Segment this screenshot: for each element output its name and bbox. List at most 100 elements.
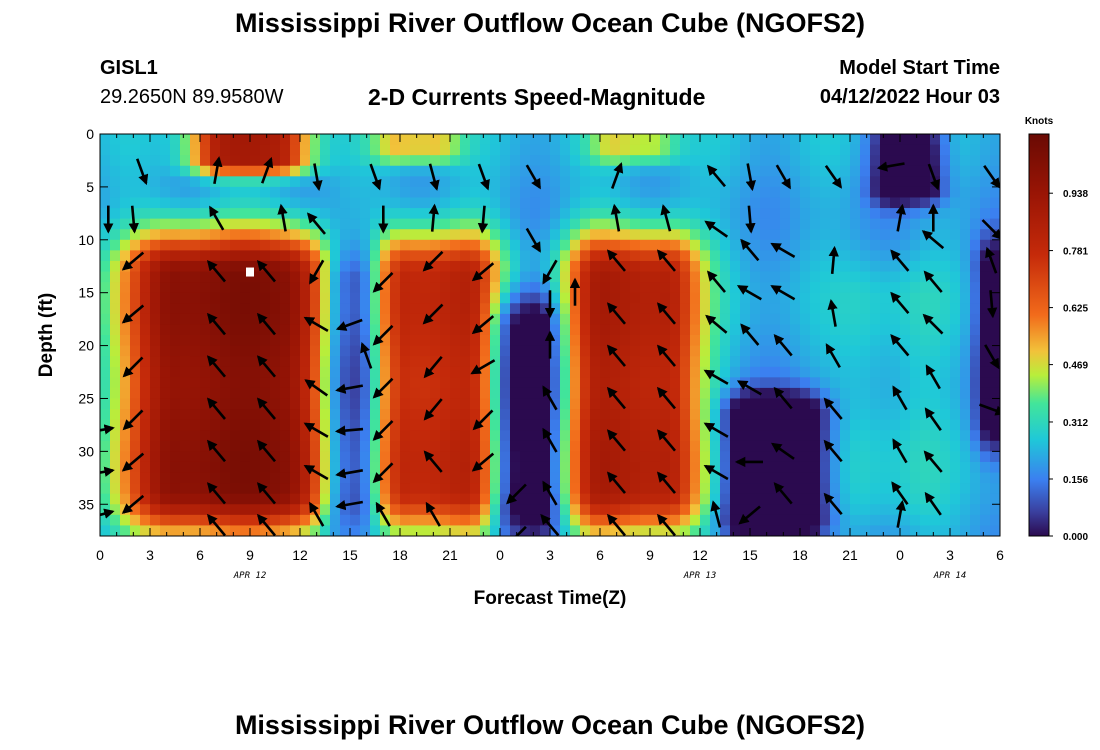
heat-cell [660, 313, 671, 326]
heat-cell [320, 398, 331, 410]
current-vector [921, 230, 945, 250]
heat-cell [270, 155, 281, 167]
current-vector [890, 334, 910, 357]
heat-cell [310, 398, 321, 410]
heat-cell [850, 387, 861, 400]
heat-cell [570, 208, 581, 220]
heat-cell [400, 250, 411, 262]
heat-cell [910, 176, 921, 188]
heat-cell [330, 514, 341, 527]
heat-cell [860, 472, 871, 484]
heat-cell [630, 493, 641, 505]
heat-cell [990, 282, 1000, 294]
heat-cell [150, 483, 161, 495]
heat-cell [870, 292, 881, 304]
heat-cell [320, 493, 331, 505]
heat-cell [960, 208, 971, 220]
current-vector [477, 205, 489, 234]
heat-cell [240, 345, 251, 357]
heat-cell [630, 260, 641, 273]
heat-cell [450, 324, 461, 336]
heat-cell [620, 229, 631, 241]
heat-cell [330, 144, 341, 156]
current-vector [736, 380, 762, 396]
heat-cell [690, 229, 701, 241]
heat-cell [940, 197, 951, 209]
heat-cell [880, 282, 891, 294]
heat-cell [620, 451, 631, 463]
heat-cell [620, 345, 631, 357]
heat-cell [830, 271, 841, 283]
heat-cell [230, 493, 241, 505]
heat-cell [100, 155, 111, 167]
heat-cell [190, 186, 201, 199]
heat-cell [210, 218, 221, 230]
heat-cell [880, 409, 891, 421]
heat-cell [320, 525, 331, 536]
heat-cell [330, 218, 341, 230]
heat-cell [750, 366, 761, 378]
heat-cell [340, 430, 351, 442]
heat-cell [940, 186, 951, 199]
heat-cell [590, 303, 601, 315]
heat-cell [210, 419, 221, 431]
heat-cell [470, 398, 481, 410]
current-vector [128, 205, 139, 234]
heat-cell [790, 208, 801, 220]
heat-cell [940, 377, 951, 389]
heat-cell [650, 250, 661, 262]
heat-cell [100, 387, 111, 400]
heat-cell [130, 472, 141, 484]
heat-cell [880, 144, 891, 156]
heat-cell [380, 218, 391, 230]
heat-cell [260, 430, 271, 442]
heat-cell [940, 134, 951, 146]
heat-cell [900, 430, 911, 442]
heat-cell [110, 335, 121, 347]
heat-cell [860, 387, 871, 400]
heat-cell [940, 387, 951, 400]
heat-cell [930, 483, 941, 495]
heat-cell [280, 504, 291, 516]
heat-cell [400, 144, 411, 156]
heat-cell [880, 387, 891, 400]
heat-cell [480, 483, 491, 495]
heat-cell [810, 218, 821, 230]
heat-cell [410, 461, 421, 474]
heat-cell [220, 239, 231, 251]
heat-cell [470, 239, 481, 251]
heat-cell [270, 144, 281, 156]
heat-cell [200, 409, 211, 421]
heat-cell [330, 335, 341, 347]
heat-cell [950, 155, 961, 167]
heat-cell [230, 398, 241, 410]
heat-cell [880, 208, 891, 220]
heat-cell [130, 197, 141, 209]
heat-cell [950, 176, 961, 188]
heat-cell [310, 514, 321, 527]
heat-cell [600, 345, 611, 357]
heat-cell [950, 292, 961, 304]
heat-cell [890, 324, 901, 336]
heat-cell [880, 134, 891, 146]
heat-cell [360, 197, 371, 209]
heat-cell [450, 218, 461, 230]
heat-cell [490, 493, 501, 505]
heat-cell [140, 356, 151, 368]
heat-cell [920, 303, 931, 315]
heat-cell [310, 144, 321, 156]
heat-cell [900, 398, 911, 410]
heat-cell [740, 525, 751, 536]
heat-cell [110, 144, 121, 156]
heat-cell [430, 239, 441, 251]
heat-cell [410, 472, 421, 484]
heat-cell [160, 387, 171, 400]
heat-cell [330, 377, 341, 389]
heat-cell [160, 155, 171, 167]
x-tick-label: 0 [896, 547, 904, 563]
heat-cell [930, 134, 941, 146]
heat-cell [840, 451, 851, 463]
current-vector [606, 386, 626, 410]
heat-cell [620, 409, 631, 421]
heat-cell [760, 303, 771, 315]
